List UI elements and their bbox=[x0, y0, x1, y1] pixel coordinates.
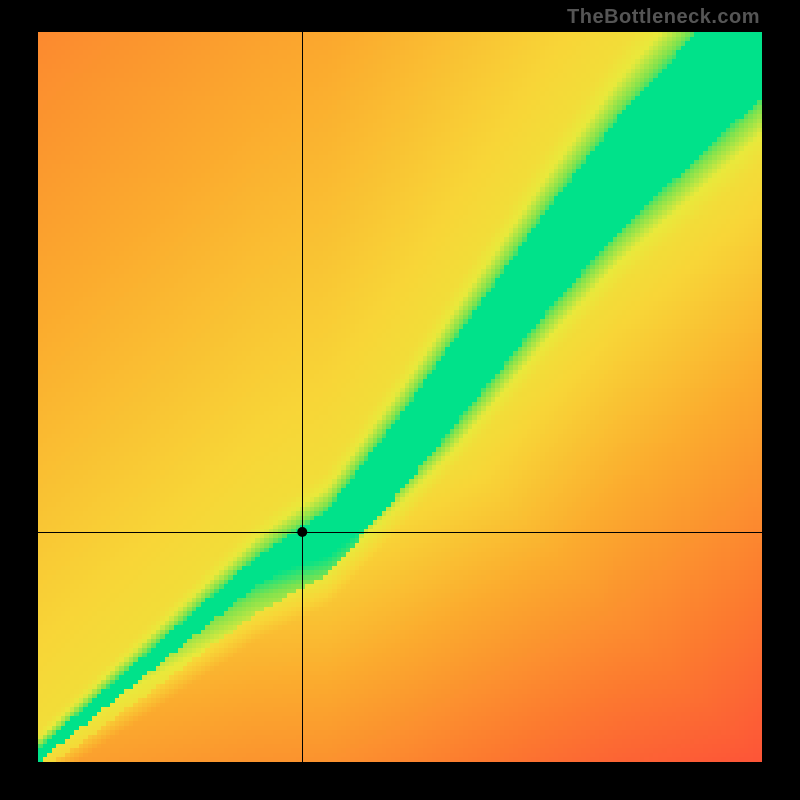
bottleneck-heatmap bbox=[38, 32, 762, 762]
chart-frame: TheBottleneck.com bbox=[0, 0, 800, 800]
watermark-text: TheBottleneck.com bbox=[567, 6, 760, 29]
